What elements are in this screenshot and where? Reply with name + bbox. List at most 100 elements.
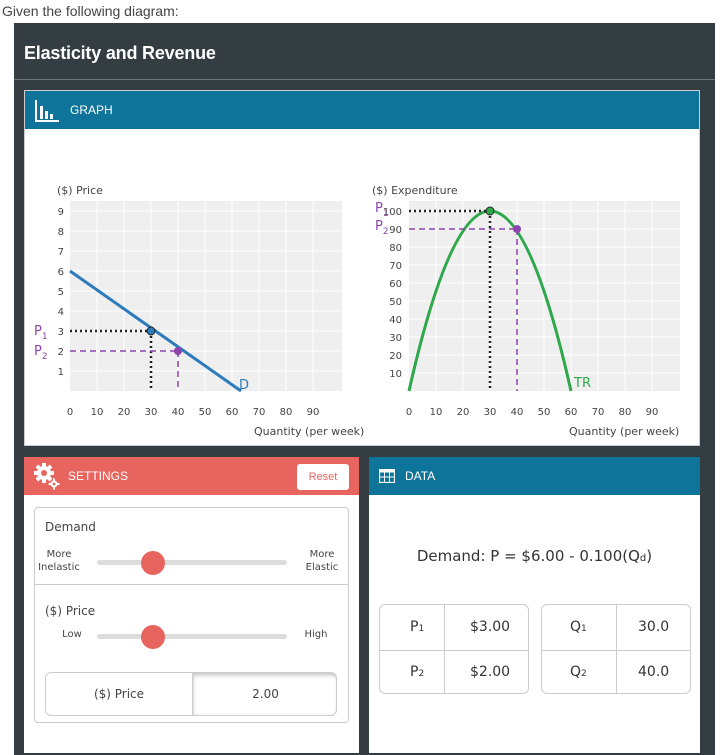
- demand-label: Demand: [45, 520, 96, 534]
- right-ytick: 10: [389, 369, 402, 380]
- left-ytick: 7: [58, 247, 64, 258]
- tr-p1-point: [485, 206, 495, 216]
- right-p1-sub: 1: [383, 209, 389, 219]
- left-ytick: 1: [58, 367, 64, 378]
- price-input-group: ($) Price 2.00: [45, 672, 337, 716]
- high-label: High: [304, 629, 328, 640]
- left-xtick: 10: [91, 407, 104, 418]
- left-ytick: 8: [58, 227, 64, 238]
- svg-text:P1: P1: [34, 324, 48, 342]
- demand-curve-label: D: [239, 378, 249, 393]
- elasticity-slider-track[interactable]: [97, 560, 287, 565]
- q1-value: 30.0: [638, 619, 670, 635]
- right-xtick: 80: [619, 407, 632, 418]
- right-ylabel: ($) Expenditure: [372, 184, 458, 197]
- price-label: ($) Price: [45, 604, 96, 618]
- q2-value: 40.0: [638, 664, 670, 680]
- left-xtick: 70: [253, 407, 266, 418]
- left-ytick: 3: [58, 327, 64, 338]
- right-p1-label: P1: [375, 201, 389, 219]
- table-icon: [379, 469, 395, 483]
- left-p2-letter: P: [34, 344, 42, 359]
- svg-text:P2: P2: [34, 344, 48, 362]
- price-input-label: ($) Price: [93, 687, 145, 701]
- right-p2-letter: P: [375, 219, 383, 234]
- left-xlabel: Quantity (per week): [254, 425, 364, 438]
- low-label: Low: [62, 629, 82, 640]
- left-p1-letter: P: [34, 324, 42, 339]
- p1-point: [146, 326, 156, 336]
- left-xtick: 40: [172, 407, 185, 418]
- left-xtick: 60: [226, 407, 239, 418]
- data-panel: DATA Demand: P = $6.00 - 0.100(Qd) P1 $3…: [369, 457, 700, 753]
- svg-text:P1: P1: [375, 201, 389, 219]
- right-p1-letter: P: [375, 201, 383, 216]
- q1-label: Q1: [570, 619, 587, 635]
- left-ylabel: ($) Price: [57, 184, 103, 197]
- demand-settings-box: Demand More Inelastic More Elastic ($) P…: [34, 507, 349, 723]
- graph-panel: GRAPH ($) Price: [24, 90, 700, 446]
- right-gridlines: [409, 201, 680, 391]
- elasticity-slider-thumb[interactable]: [141, 551, 165, 575]
- tr-curve-label: TR: [573, 376, 591, 391]
- left-p2-sub: 2: [42, 352, 48, 362]
- graph-header: GRAPH: [25, 91, 699, 129]
- right-ytick: 80: [389, 243, 402, 254]
- data-header: DATA: [369, 457, 700, 495]
- right-xtick: 30: [484, 407, 497, 418]
- price-slider-thumb[interactable]: [141, 625, 165, 649]
- left-xtick: 50: [199, 407, 212, 418]
- left-xticks: 0 10 20 30 40 50 60 70 80 90: [67, 407, 320, 418]
- right-ytick: 60: [389, 279, 402, 290]
- title-divider: [14, 79, 715, 80]
- left-p1-label: P1: [34, 324, 48, 342]
- graph-canvas: ($) Price 9 8 7: [34, 184, 680, 438]
- reset-button[interactable]: Reset: [297, 464, 349, 490]
- more-inelastic-label: More Inelastic: [38, 549, 80, 573]
- left-xtick: 20: [118, 407, 131, 418]
- svg-text:P2: P2: [375, 219, 389, 237]
- graph-header-label: GRAPH: [70, 103, 113, 117]
- right-xlabel: Quantity (per week): [569, 425, 679, 438]
- right-p2-label: P2: [375, 219, 389, 237]
- left-xtick: 90: [307, 407, 320, 418]
- left-xtick: 30: [145, 407, 158, 418]
- left-gridlines: [70, 201, 342, 391]
- left-ytick: 9: [58, 207, 64, 218]
- prompt-text: Given the following diagram:: [2, 3, 179, 19]
- right-xtick: 90: [646, 407, 659, 418]
- p2-value: $2.00: [470, 664, 511, 680]
- right-xtick: 50: [538, 407, 551, 418]
- bar-chart-icon: [35, 100, 59, 122]
- left-plot-area: [70, 201, 342, 391]
- right-xticks: 0 10 20 30 40 50 60 70 80 90: [406, 407, 659, 418]
- right-ytick: 50: [389, 297, 402, 308]
- left-xtick: 0: [67, 407, 73, 418]
- p1-value: $3.00: [470, 619, 511, 635]
- right-ytick: 90: [389, 225, 402, 236]
- settings-panel: SETTINGS Reset Demand More Inelastic Mor…: [24, 457, 359, 753]
- right-xtick: 10: [430, 407, 443, 418]
- left-xtick: 80: [280, 407, 293, 418]
- p2-label: P2: [410, 664, 425, 680]
- price-input-field[interactable]: 2.00: [192, 673, 336, 715]
- right-xtick: 60: [565, 407, 578, 418]
- right-ytick: 30: [389, 333, 402, 344]
- right-ytick: 20: [389, 351, 402, 362]
- tr-p2-point: [513, 225, 521, 233]
- right-ytick: 40: [389, 315, 402, 326]
- right-p2-sub: 2: [383, 227, 389, 237]
- right-xtick: 20: [457, 407, 470, 418]
- right-ytick: 70: [389, 261, 402, 272]
- left-ytick: 6: [58, 267, 64, 278]
- app-window: Elasticity and Revenue GRAPH ($) Price: [14, 23, 715, 755]
- demand-equation: Demand: P = $6.00 - 0.100(Qd): [416, 547, 653, 565]
- more-elastic-label: More Elastic: [305, 549, 339, 573]
- right-xtick: 40: [511, 407, 524, 418]
- price-slider-track[interactable]: [97, 634, 287, 639]
- left-p1-sub: 1: [42, 332, 48, 342]
- left-ytick: 2: [58, 347, 64, 358]
- settings-header: SETTINGS Reset: [24, 457, 359, 495]
- right-yticks: 100 90 80 70 60 50 40 30 20 10: [383, 207, 402, 380]
- right-xtick: 0: [406, 407, 412, 418]
